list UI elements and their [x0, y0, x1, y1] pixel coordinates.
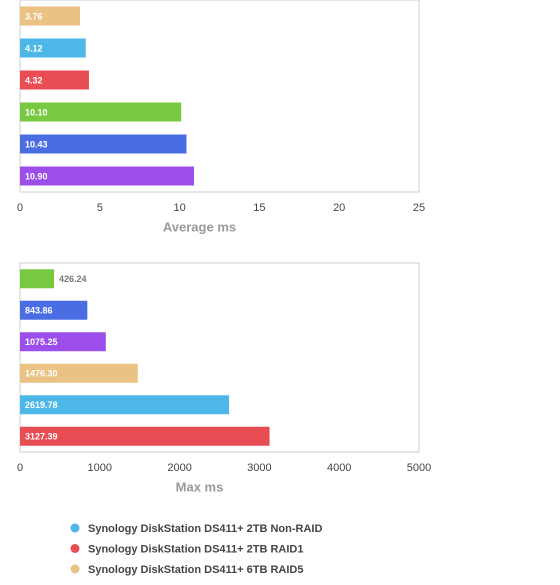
value-label: 1476.30 — [25, 369, 58, 379]
legend-label: Synology DiskStation DS411+ 2TB RAID1 — [88, 543, 303, 555]
bar — [20, 134, 187, 154]
value-label: 4.32 — [25, 75, 43, 85]
bar — [20, 166, 194, 186]
bar — [20, 363, 138, 383]
bar — [20, 395, 230, 415]
x-tick-label: 2000 — [167, 462, 191, 474]
x-tick-label: 5000 — [407, 462, 431, 474]
x-tick-label: 1000 — [88, 462, 112, 474]
bar — [20, 426, 270, 446]
value-label: 1075.25 — [25, 337, 58, 347]
bar — [20, 332, 106, 352]
x-tick-label: 4000 — [327, 462, 351, 474]
value-label: 3.76 — [25, 11, 43, 21]
x-tick-label: 10 — [173, 202, 185, 214]
x-tick-label: 0 — [17, 202, 23, 214]
bar — [20, 70, 89, 90]
value-label: 10.90 — [25, 171, 48, 181]
value-label: 843.86 — [25, 306, 53, 316]
bar — [20, 102, 182, 122]
legend-label: Synology DiskStation DS411+ 2TB Non-RAID — [88, 523, 322, 535]
bar — [20, 6, 81, 26]
legend-marker — [70, 523, 80, 533]
x-tick-label: 20 — [333, 202, 345, 214]
value-label: 2619.78 — [25, 400, 58, 410]
x-tick-label: 5 — [97, 202, 103, 214]
value-label: 10.10 — [25, 107, 48, 117]
x-tick-label: 15 — [253, 202, 265, 214]
legend-label: Synology DiskStation DS411+ 6TB RAID5 — [88, 564, 303, 576]
x-tick-label: 3000 — [247, 462, 271, 474]
value-label: 4.12 — [25, 43, 43, 53]
x-tick-label: 0 — [17, 462, 23, 474]
plot-frame — [19, 262, 420, 453]
legend-marker — [70, 544, 80, 553]
value-label: 426.24 — [59, 274, 87, 284]
bar — [20, 38, 86, 58]
plot-frame — [19, 0, 420, 193]
bar — [20, 269, 55, 289]
x-axis-title: Max ms — [176, 479, 224, 494]
x-axis-title: Average ms — [163, 219, 236, 234]
value-label: 3127.39 — [25, 432, 58, 442]
x-tick-label: 25 — [413, 202, 425, 214]
legend-marker — [70, 564, 80, 574]
value-label: 10.43 — [25, 139, 48, 149]
bar — [20, 300, 88, 320]
